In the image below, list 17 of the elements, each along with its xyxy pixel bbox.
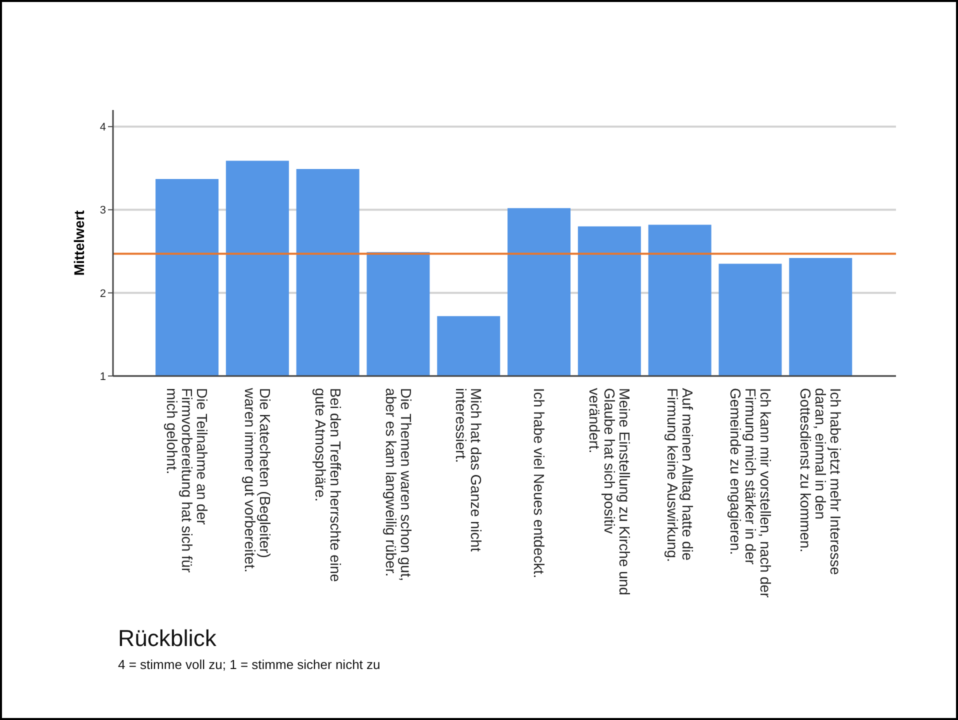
x-tick-label: Mich hat das Ganze nicht interessiert. bbox=[452, 388, 484, 552]
y-tick-label: 1 bbox=[100, 370, 106, 383]
x-tick-label: Bei den Treffen herrschte eine gute Atmosphäre. bbox=[311, 388, 342, 582]
y-tick-label: 3 bbox=[100, 204, 106, 217]
x-tick-label: Ich habe jetzt mehr Interesse daran, einmal in den Gottesdienst zu kommen. bbox=[796, 388, 843, 575]
y-axis-title: Mittelwert bbox=[71, 210, 87, 276]
y-tick-label: 2 bbox=[100, 288, 106, 300]
x-tick-label: Die Katecheten (Begleiter) waren immer gut vorbereitet. bbox=[241, 387, 272, 573]
x-tick-label: Auf meinen Alltag hatte die Firmung keine Auswirkung. bbox=[663, 388, 694, 562]
x-tick-label: Die Themen waren schon gut, aber es kam langweilig rüber. bbox=[382, 388, 413, 582]
y-tick-label: 4 bbox=[100, 122, 106, 134]
x-tick-label: Ich habe viel Neues entdeckt. bbox=[530, 388, 546, 578]
x-tick-label: Die Teilnahme an der Firmvorbereitung hat sich für mich gelohnt. bbox=[163, 388, 210, 573]
text: Rückblick bbox=[118, 624, 216, 652]
text: 4 = stimme voll zu; 1 = stimme sicher nicht zu bbox=[118, 657, 380, 673]
x-tick-label: Ich kann mir vorstellen, nach der Firmung mich stärker in der Gemeinde zu engagieren. bbox=[726, 388, 772, 598]
x-tick-label: Meine Einstellung zu Kirche und Glaube hat sich positiv verändert. bbox=[586, 388, 632, 596]
